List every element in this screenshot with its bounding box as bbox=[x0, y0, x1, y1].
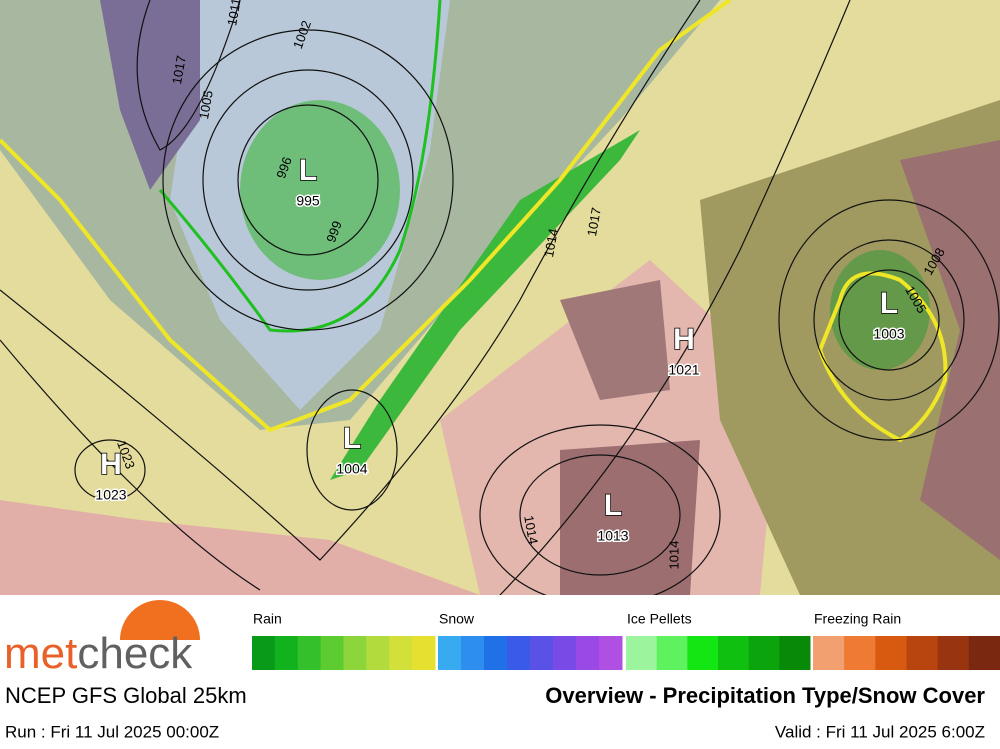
pressure-value: 1021 bbox=[668, 362, 699, 378]
logo-prefix: met bbox=[4, 629, 77, 678]
model-name: NCEP GFS Global 25km bbox=[5, 683, 247, 708]
isobar-label: 1014 bbox=[541, 227, 561, 258]
legend-swatch bbox=[813, 636, 845, 670]
legend-swatch bbox=[297, 636, 322, 670]
isobar-label: 1014 bbox=[666, 541, 681, 570]
pressure-value: 995 bbox=[296, 193, 320, 209]
britain bbox=[560, 280, 670, 400]
legend-swatch bbox=[553, 636, 577, 670]
iberia bbox=[560, 440, 700, 595]
pink-area-west bbox=[0, 500, 480, 595]
legend-swatch bbox=[687, 636, 719, 670]
valid-time: Valid : Fri 11 Jul 2025 6:00Z bbox=[775, 722, 985, 741]
legend-swatch bbox=[779, 636, 811, 670]
legend-swatch bbox=[748, 636, 780, 670]
legend-swatch bbox=[968, 636, 1000, 670]
isobar-label: 1011 bbox=[224, 0, 244, 27]
legend-label: Freezing Rain bbox=[814, 611, 901, 627]
legend-swatch bbox=[320, 636, 344, 670]
legend-swatch bbox=[343, 636, 367, 670]
legend-swatch bbox=[438, 636, 462, 670]
isobar-label: 1017 bbox=[584, 206, 604, 237]
map bbox=[0, 0, 1000, 606]
legend-swatch bbox=[576, 636, 600, 670]
legend-swatch bbox=[875, 636, 907, 670]
pressure-value: 1023 bbox=[95, 487, 126, 503]
legend-swatch bbox=[530, 636, 554, 670]
legend-label: Rain bbox=[253, 611, 282, 627]
legend-swatch bbox=[484, 636, 508, 670]
legend-swatch bbox=[389, 636, 413, 670]
isobars bbox=[0, 0, 1000, 606]
pressure-value: 1003 bbox=[873, 326, 904, 342]
logo-text: metcheck bbox=[4, 629, 193, 678]
pressure-centre: L bbox=[604, 489, 622, 522]
legend-swatch bbox=[412, 636, 436, 670]
legend-label: Ice Pellets bbox=[627, 611, 692, 627]
run-time: Run : Fri 11 Jul 2025 00:00Z bbox=[5, 722, 219, 741]
pressure-centre: H bbox=[673, 323, 695, 356]
legend-swatch bbox=[461, 636, 485, 670]
freezing-line bbox=[817, 271, 948, 443]
pressure-value: 1013 bbox=[597, 528, 628, 544]
isobar-label: 999 bbox=[323, 219, 345, 245]
logo-sun bbox=[120, 600, 200, 640]
legend-swatch bbox=[507, 636, 531, 670]
pressure-centre: L bbox=[299, 154, 317, 187]
legend-swatch bbox=[656, 636, 688, 670]
isobar-label: 1005 bbox=[196, 89, 216, 120]
legend-swatch bbox=[937, 636, 970, 670]
pressure-value: 1004 bbox=[336, 461, 367, 477]
greenland bbox=[100, 0, 200, 190]
pressure-centre: L bbox=[343, 422, 361, 455]
pressure-centre: L bbox=[880, 287, 898, 320]
legend-swatch bbox=[274, 636, 299, 670]
legend-swatch bbox=[718, 636, 750, 670]
legend-label: Snow bbox=[439, 611, 475, 627]
legend-swatch bbox=[906, 636, 939, 670]
legend-swatch bbox=[626, 636, 658, 670]
rain-band bbox=[330, 130, 640, 480]
legend-swatch bbox=[366, 636, 390, 670]
legend-swatch bbox=[599, 636, 623, 670]
logo: metcheck bbox=[4, 600, 200, 678]
isobar-label: 1017 bbox=[169, 54, 189, 85]
rain-cell bbox=[240, 100, 400, 280]
isobar-label: 996 bbox=[273, 155, 295, 181]
chart-title: Overview - Precipitation Type/Snow Cover bbox=[545, 683, 985, 708]
isobar-label: 1014 bbox=[521, 514, 541, 545]
legend-swatch bbox=[844, 636, 876, 670]
snow-line bbox=[158, 0, 442, 333]
legend-swatch bbox=[252, 636, 276, 670]
freezing-line bbox=[0, 0, 732, 433]
logo-suffix: check bbox=[77, 629, 193, 678]
rain-cell bbox=[830, 250, 930, 370]
pressure-centre: H bbox=[100, 448, 122, 481]
